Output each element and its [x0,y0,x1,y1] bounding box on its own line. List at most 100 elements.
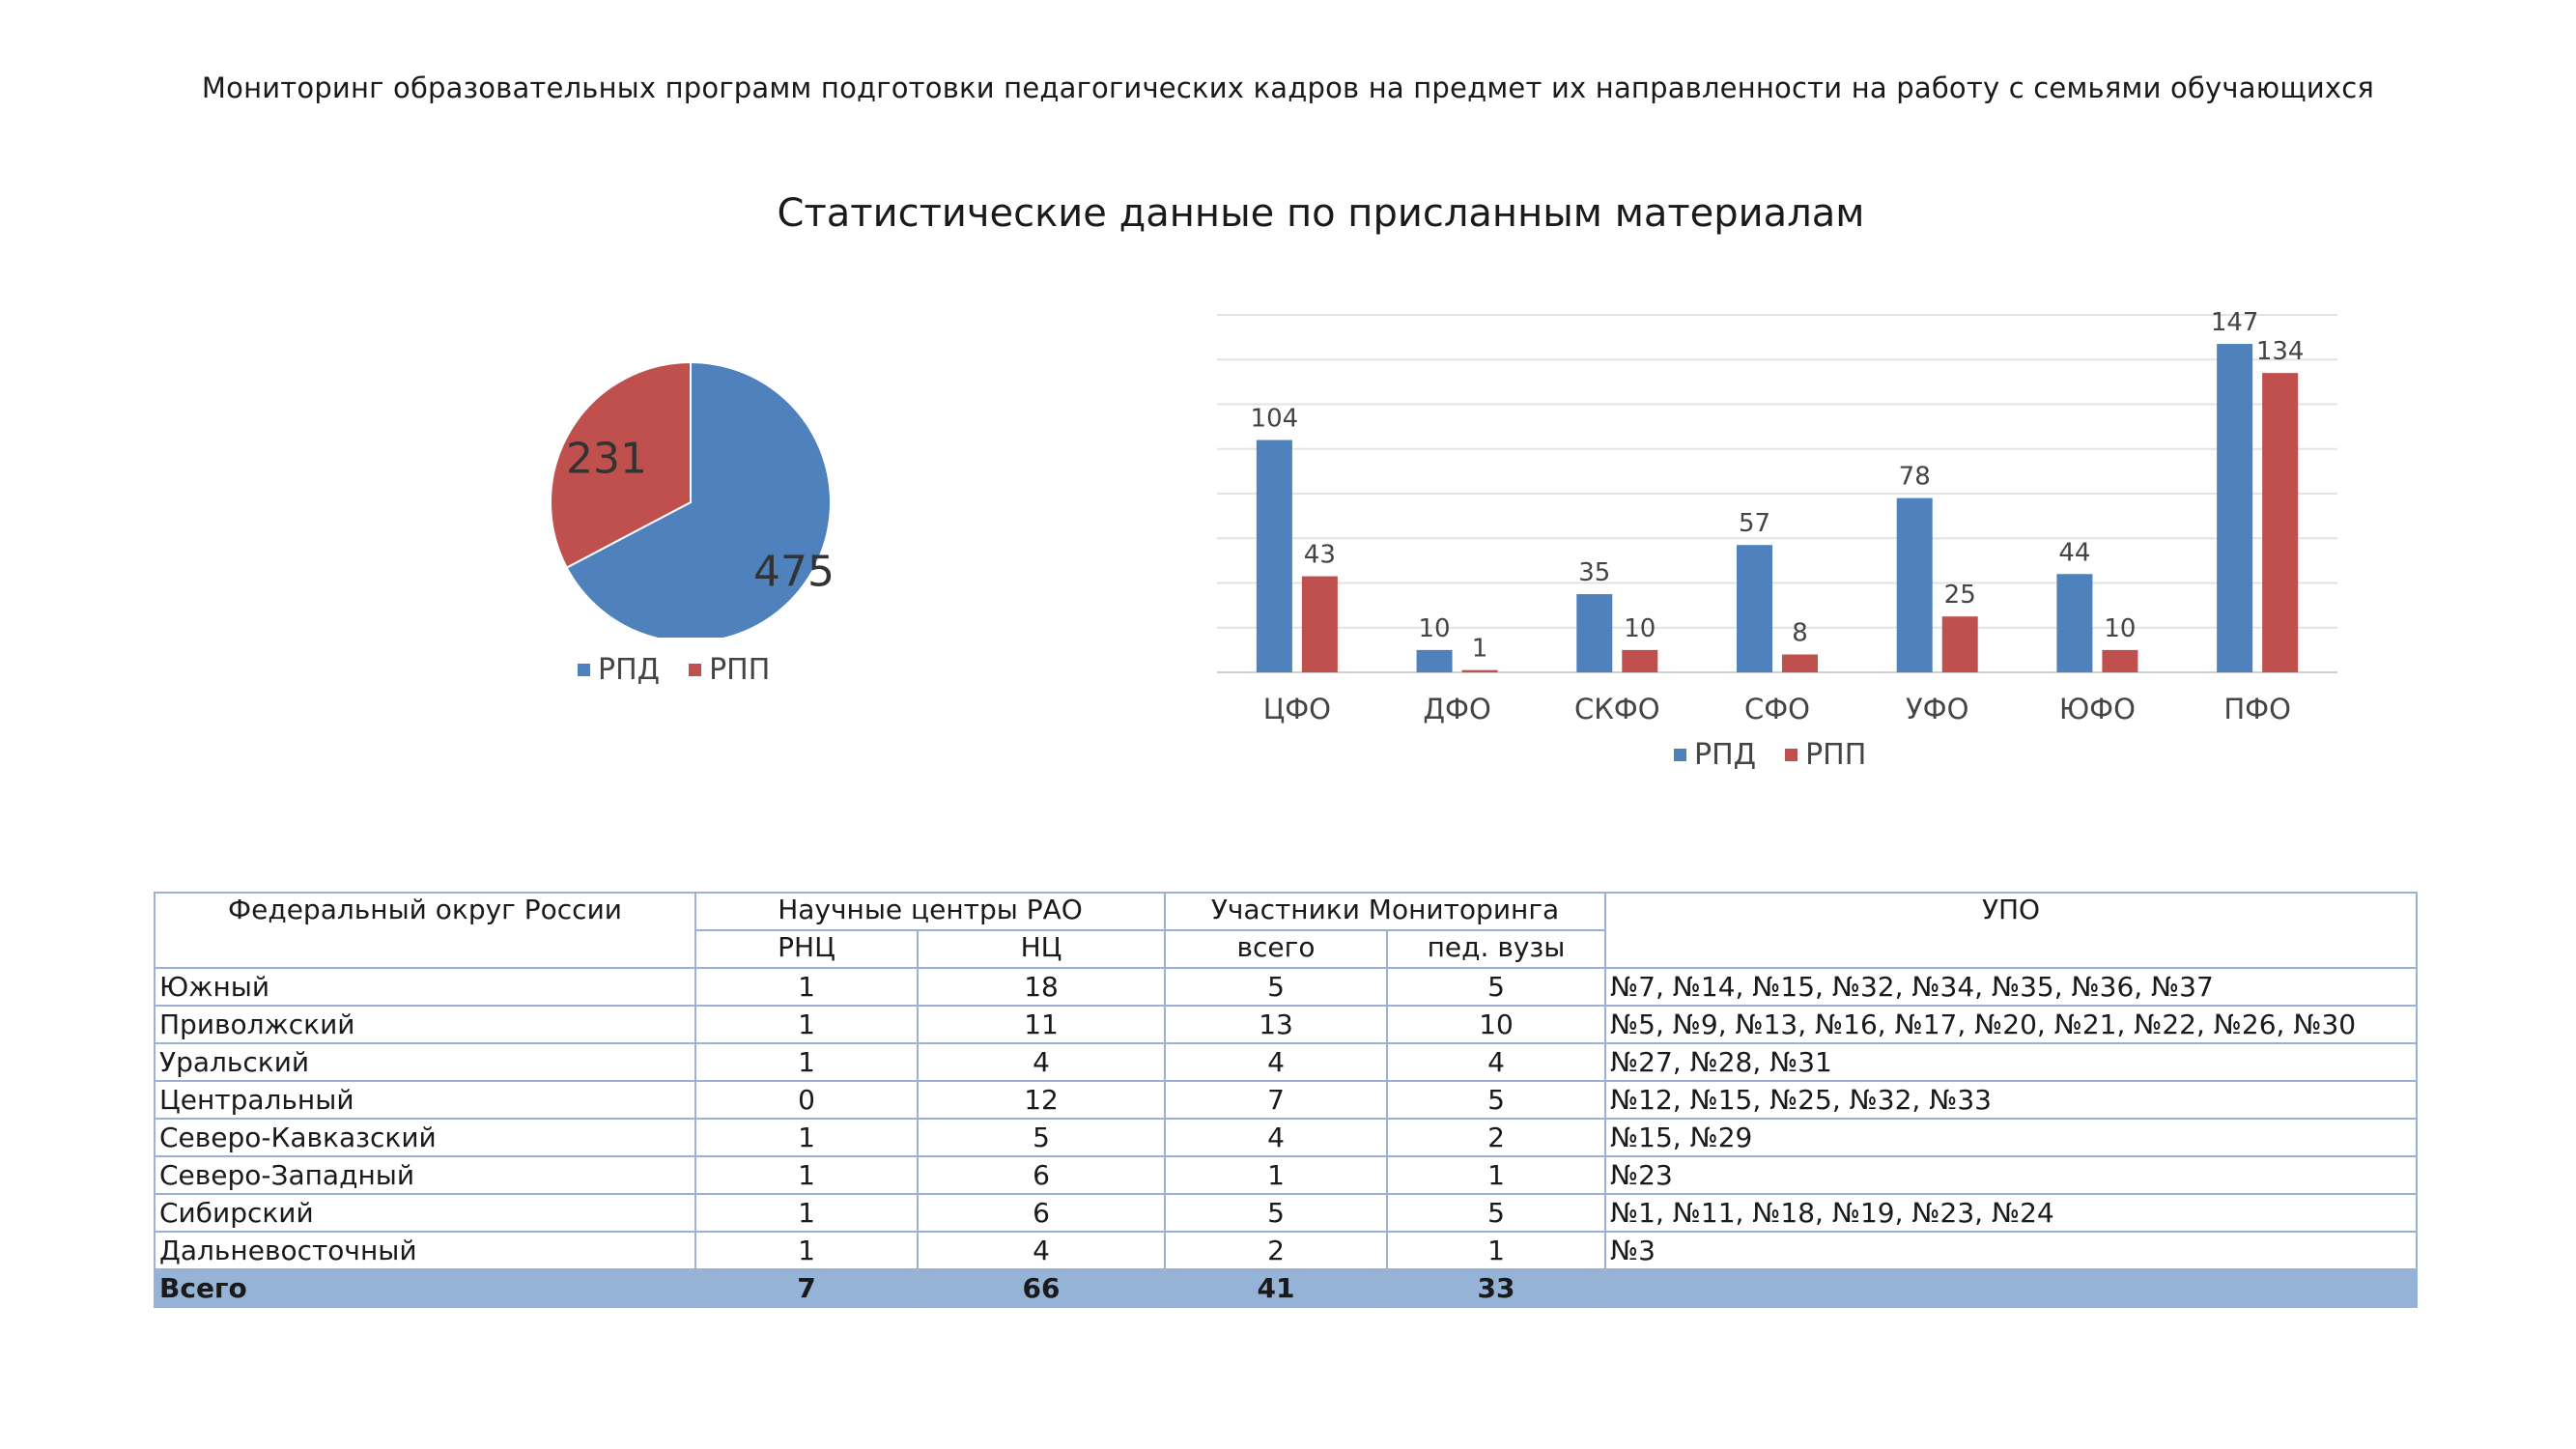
cell-total: 4 [1164,1042,1389,1082]
pie-slice-rpd [565,360,832,638]
cell-ped: 1 [1386,1231,1607,1270]
cell-rnc: 1 [694,1231,919,1270]
cell-district: Сибирский [154,1193,696,1233]
cell-ped: 5 [1386,967,1607,1007]
header-upo: УПО [1604,892,2419,969]
header-participants: Участники Мониторинга [1164,892,1607,931]
cell-upo: №7, №14, №15, №32, №34, №35, №36, №37 [1604,967,2419,1007]
header-centers: Научные центры РАО [694,892,1167,931]
cell-total: 7 [1164,1080,1389,1120]
cell-ped: 5 [1386,1193,1607,1233]
cell-district: Уральский [154,1042,696,1082]
cell-upo: №12, №15, №25, №32, №33 [1604,1080,2419,1120]
header-rnc: РНЦ [694,929,919,969]
page-title: Статистические данные по присланным мате… [777,191,1865,236]
x-tick-label: УФО [1906,693,1968,725]
bar-data-label: 104 [1251,405,1299,434]
cell-total: 4 [1164,1118,1389,1157]
pie-legend-label-rpp: РПП [709,653,771,687]
bar-rpp [1782,654,1818,672]
header-district: Федеральный округ России [154,892,696,969]
bar-legend-item-rpp: РПП [1785,738,1866,772]
cell-district: Приволжский [154,1005,696,1044]
table-row: Дальневосточный 1 4 2 1 №3 [154,1231,2419,1270]
cell-rnc: 1 [694,967,919,1007]
bar-data-label: 10 [2104,614,2136,643]
bar-legend-label-rpd: РПД [1694,738,1757,772]
cell-rnc: 1 [694,1005,919,1044]
bar-rpd [1896,497,1933,672]
pie-legend-item-rpd: РПД [578,653,660,687]
cell-nc: 11 [916,1005,1167,1044]
table-row: Сибирский 1 6 5 5 №1, №11, №18, №19, №23… [154,1193,2419,1233]
bar-rpd [1737,545,1772,672]
cell-nc: 12 [916,1080,1167,1120]
bar-data-label: 10 [1624,614,1656,643]
bar-data-label: 57 [1739,509,1770,538]
table-row: Центральный 0 12 7 5 №12, №15, №25, №32,… [154,1080,2419,1120]
pie-chart: 475 231 [550,360,835,638]
table-row: Северо-Западный 1 6 1 1 №23 [154,1155,2419,1195]
pie-legend: РПД РПП [578,653,770,687]
bar-legend-swatch-rpp [1785,749,1798,761]
bar-legend-item-rpd: РПД [1674,738,1756,772]
pie-legend-swatch-rpp [689,664,702,676]
bar-rpd [2217,344,2253,672]
pie-legend-item-rpp: РПП [689,653,770,687]
pie-legend-label-rpd: РПД [598,653,661,687]
table-subheader-row: РНЦ НЦ всего пед. вузы [155,929,2417,969]
pie-slice-rpp [550,360,692,569]
bar-legend: РПД РПП [1674,738,1866,772]
cell-rnc: 0 [694,1080,919,1120]
cell-rnc: 1 [694,1118,919,1157]
cell-rnc: 1 [694,1042,919,1082]
total-nc: 66 [916,1268,1167,1308]
cell-nc: 6 [916,1193,1167,1233]
bar-rpd [1256,440,1292,672]
bar-data-label: 78 [1899,463,1931,492]
cell-ped: 4 [1386,1042,1607,1082]
cell-nc: 4 [916,1042,1167,1082]
bar-rpp [1301,576,1338,672]
cell-total: 1 [1164,1155,1389,1195]
x-tick-label: ЮФО [2059,693,2136,725]
cell-ped: 5 [1386,1080,1607,1120]
bar-rpp [2102,649,2138,672]
cell-ped: 10 [1386,1005,1607,1044]
bar-rpp [2262,373,2299,672]
table-row: Северо-Кавказский 1 5 4 2 №15, №29 [154,1118,2419,1157]
header-total: всего [1164,929,1389,969]
page-header: Мониторинг образовательных программ подг… [201,71,2375,104]
cell-upo: №3 [1604,1231,2419,1270]
x-tick-label: СКФО [1574,693,1660,725]
cell-nc: 4 [916,1231,1167,1270]
cell-ped: 2 [1386,1118,1607,1157]
bar-data-label: 44 [2058,538,2090,567]
bar-rpp [1622,649,1658,672]
bar-legend-swatch-rpd [1674,749,1686,761]
cell-district: Северо-Западный [154,1155,696,1195]
bar-data-label: 8 [1792,619,1808,648]
bar-data-label: 25 [1944,581,1976,610]
pie-legend-swatch-rpd [578,664,590,676]
bar-rpd [1576,594,1613,672]
pie-data-label: 475 [753,547,835,596]
cell-ped: 1 [1386,1155,1607,1195]
cell-upo: №27, №28, №31 [1604,1042,2419,1082]
bar-data-label: 35 [1578,558,1610,587]
cell-nc: 5 [916,1118,1167,1157]
bar-rpp [1941,616,1978,672]
pie-data-label: 231 [566,435,647,484]
cell-total: 5 [1164,1193,1389,1233]
bar-rpd [1416,649,1453,672]
x-tick-label: ПФО [2223,693,2291,725]
x-tick-label: СФО [1744,693,1810,725]
total-district: Всего [154,1268,696,1308]
bar-data-label: 10 [1419,614,1451,643]
cell-district: Южный [154,967,696,1007]
cell-upo: №15, №29 [1604,1118,2419,1157]
cell-district: Дальневосточный [154,1231,696,1270]
bar-legend-label-rpp: РПП [1805,738,1867,772]
bar-rpd [2056,574,2093,672]
header-ped: пед. вузы [1386,929,1607,969]
